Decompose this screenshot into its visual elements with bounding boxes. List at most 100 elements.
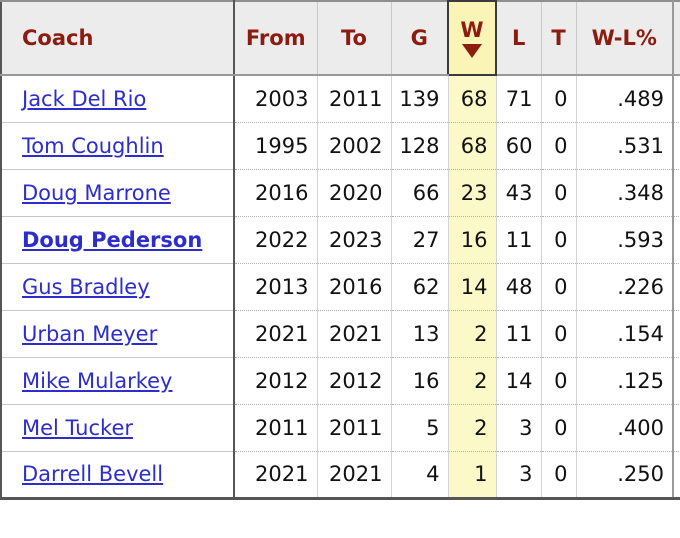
cell-coach: Mike Mularkey [1,356,235,404]
cell-overflow [672,450,680,498]
cell-ties: 0 [541,309,577,357]
cell-games: 4 [391,450,449,498]
coach-link[interactable]: Mike Mularkey [22,368,173,393]
cell-coach: Doug Marrone [1,168,235,216]
cell-losses: 11 [496,215,542,263]
cell-wins: 68 [448,74,497,122]
col-header-wins-label: W [460,17,484,42]
cell-winpct: .400 [576,403,674,451]
cell-wins: 2 [448,309,497,357]
cell-losses: 3 [496,403,542,451]
cell-losses: 60 [496,121,542,169]
cell-from: 2016 [234,168,318,216]
cell-losses: 11 [496,309,542,357]
cell-winpct: .125 [576,356,674,404]
coach-link[interactable]: Gus Bradley [22,274,150,299]
cell-games: 128 [391,121,449,169]
cell-losses: 71 [496,74,542,122]
cell-coach: Darrell Bevell [1,450,235,498]
cell-overflow [672,121,680,169]
table-row: Mel Tucker 2011 2011 5 2 3 0 .400 [1,403,680,451]
cell-from: 2021 [234,309,318,357]
cell-wins: 2 [448,356,497,404]
coach-link[interactable]: Mel Tucker [22,415,134,440]
cell-winpct: .154 [576,309,674,357]
cell-to: 2002 [317,121,392,169]
coaches-table: Coach From To G W L T W-L% Jack Del Rio … [0,0,680,500]
cell-wins: 68 [448,121,497,169]
table-row: Darrell Bevell 2021 2021 4 1 3 0 .250 [1,450,680,498]
cell-winpct: .226 [576,262,674,310]
table-row: Jack Del Rio 2003 2011 139 68 71 0 .489 [1,74,680,122]
coach-link[interactable]: Jack Del Rio [22,86,147,111]
cell-to: 2011 [317,403,392,451]
col-header-overflow [672,1,680,76]
cell-winpct: .531 [576,121,674,169]
cell-losses: 43 [496,168,542,216]
header-row: Coach From To G W L T W-L% [1,0,680,76]
cell-overflow [672,168,680,216]
coach-link[interactable]: Darrell Bevell [22,462,164,486]
col-header-coach[interactable]: Coach [1,1,235,76]
cell-ties: 0 [541,168,577,216]
col-header-to[interactable]: To [317,1,392,76]
cell-winpct: .489 [576,74,674,122]
col-header-losses[interactable]: L [496,1,542,76]
cell-coach: Mel Tucker [1,403,235,451]
cell-from: 2021 [234,450,318,498]
table-row: Urban Meyer 2021 2021 13 2 11 0 .154 [1,309,680,357]
cell-coach: Tom Coughlin [1,121,235,169]
table-row: Mike Mularkey 2012 2012 16 2 14 0 .125 [1,356,680,404]
cell-winpct: .250 [576,450,674,498]
cell-from: 2003 [234,74,318,122]
cell-overflow [672,356,680,404]
cell-overflow [672,262,680,310]
coach-link[interactable]: Doug Pederson [22,227,203,252]
table-row: Doug Marrone 2016 2020 66 23 43 0 .348 [1,168,680,216]
table-row: Gus Bradley 2013 2016 62 14 48 0 .226 [1,262,680,310]
cell-overflow [672,74,680,122]
cell-ties: 0 [541,450,577,498]
table-row-current-coach: Doug Pederson 2022 2023 27 16 11 0 .593 [1,215,680,263]
cell-to: 2021 [317,309,392,357]
cell-wins: 1 [448,450,497,498]
cell-to: 2023 [317,215,392,263]
col-header-from[interactable]: From [234,1,318,76]
cell-ties: 0 [541,74,577,122]
cell-losses: 14 [496,356,542,404]
cell-ties: 0 [541,356,577,404]
cell-ties: 0 [541,215,577,263]
cell-from: 2013 [234,262,318,310]
cell-coach: Jack Del Rio [1,74,235,122]
cell-ties: 0 [541,403,577,451]
cell-coach: Urban Meyer [1,309,235,357]
coach-link[interactable]: Tom Coughlin [22,133,164,158]
cell-ties: 0 [541,121,577,169]
cell-games: 13 [391,309,449,357]
coach-link[interactable]: Urban Meyer [22,321,158,346]
table-row: Tom Coughlin 1995 2002 128 68 60 0 .531 [1,121,680,169]
cell-overflow [672,309,680,357]
cell-games: 27 [391,215,449,263]
col-header-ties[interactable]: T [541,1,577,76]
cell-to: 2021 [317,450,392,498]
cell-to: 2012 [317,356,392,404]
col-header-wins[interactable]: W [447,0,497,76]
sort-desc-triangle-down-icon [462,43,482,58]
cell-games: 139 [391,74,449,122]
cell-coach: Gus Bradley [1,262,235,310]
cell-winpct: .348 [576,168,674,216]
cell-ties: 0 [541,262,577,310]
col-header-games[interactable]: G [391,1,449,76]
cell-games: 16 [391,356,449,404]
cell-wins: 16 [448,215,497,263]
cell-wins: 2 [448,403,497,451]
cell-wins: 14 [448,262,497,310]
cell-wins: 23 [448,168,497,216]
cell-to: 2011 [317,74,392,122]
cell-winpct: .593 [576,215,674,263]
cell-from: 1995 [234,121,318,169]
col-header-winpct[interactable]: W-L% [576,1,674,76]
coach-link[interactable]: Doug Marrone [22,180,171,205]
cell-overflow [672,215,680,263]
